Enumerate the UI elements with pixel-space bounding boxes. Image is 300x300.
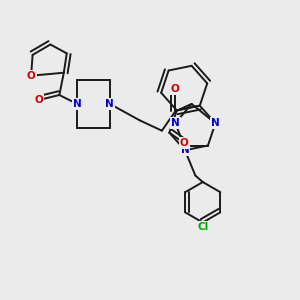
Text: N: N xyxy=(73,99,82,109)
Text: N: N xyxy=(106,99,114,109)
Text: N: N xyxy=(171,118,180,128)
Text: N: N xyxy=(180,140,189,151)
Text: O: O xyxy=(27,71,35,81)
Text: O: O xyxy=(180,138,189,148)
Text: O: O xyxy=(34,95,43,105)
Text: N: N xyxy=(181,145,189,155)
Text: N: N xyxy=(211,118,220,128)
Text: O: O xyxy=(171,84,180,94)
Text: Cl: Cl xyxy=(197,222,208,232)
